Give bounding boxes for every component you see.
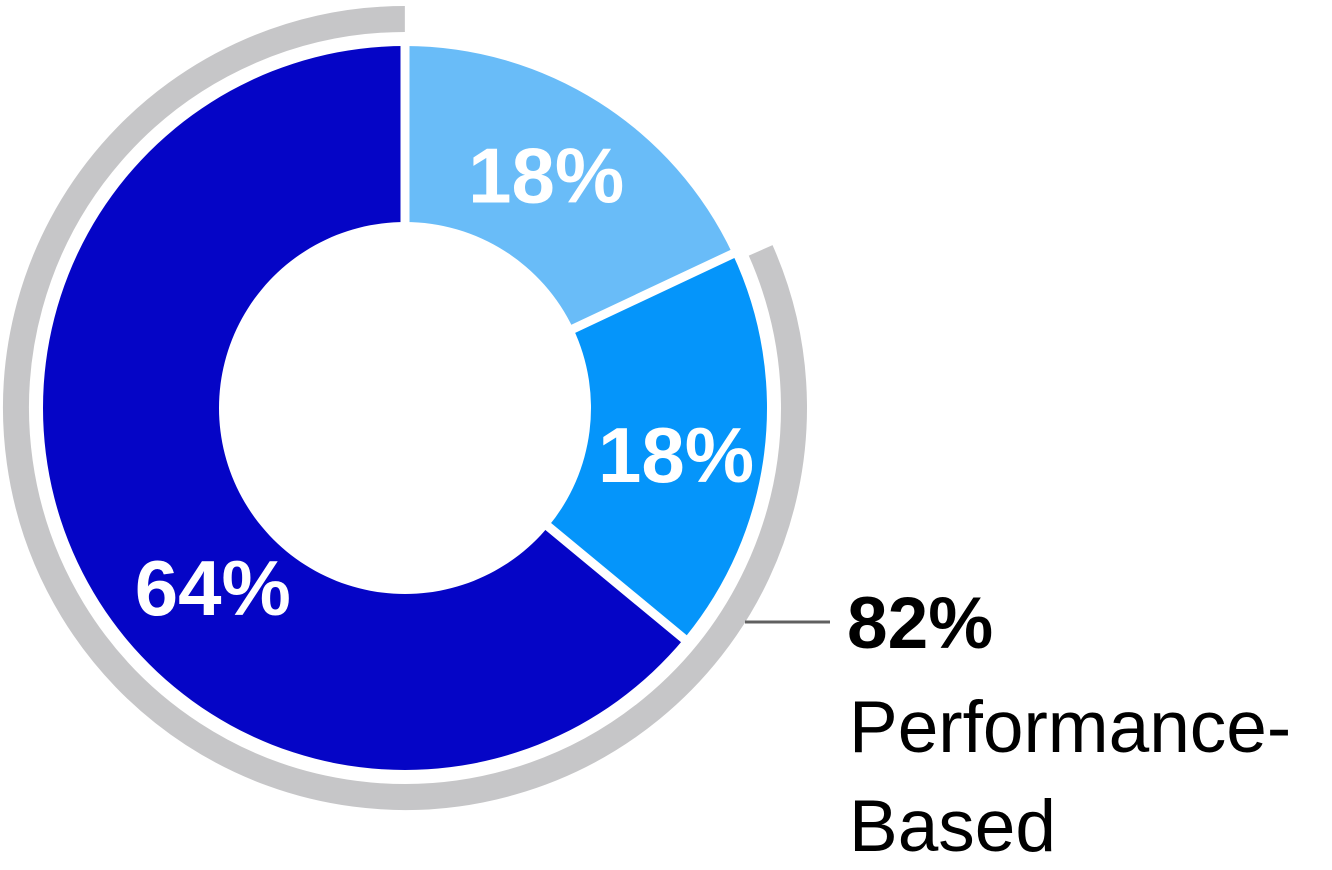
donut-slice-3 (43, 46, 684, 770)
donut-slice-2 (548, 253, 767, 639)
slice-separator (403, 248, 739, 413)
callout-line-1: Performance- (849, 687, 1291, 768)
callout-value: 82% (847, 583, 993, 664)
callout-line-2: Based (849, 786, 1056, 867)
highlight-arc (3, 6, 807, 810)
slice-label-2: 18% (598, 411, 754, 499)
slice-label-3: 64% (135, 544, 291, 632)
slice-label-1: 18% (468, 132, 624, 220)
slice-separator (402, 404, 690, 645)
donut-slice-1 (405, 46, 733, 329)
